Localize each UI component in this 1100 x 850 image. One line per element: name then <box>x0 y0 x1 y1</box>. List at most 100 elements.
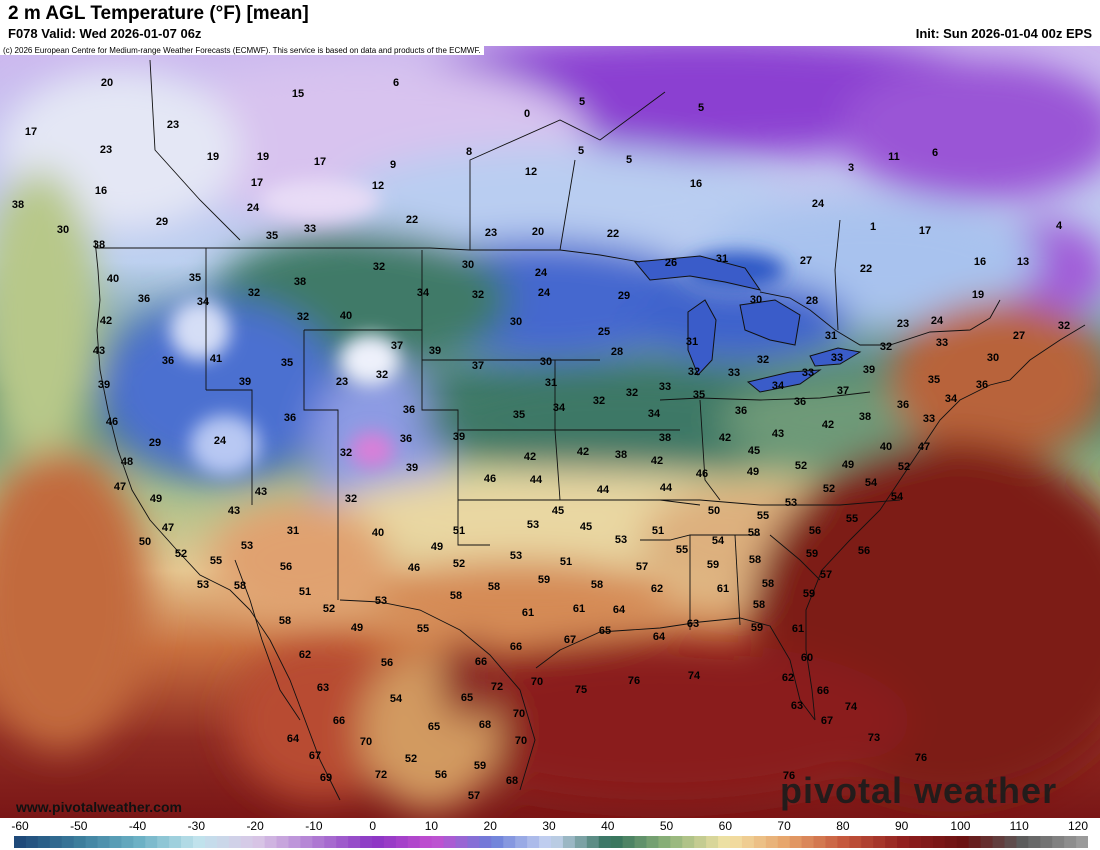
color-scale-cell <box>181 836 194 848</box>
color-scale-cell <box>539 836 552 848</box>
temperature-label: 35 <box>513 409 525 421</box>
temperature-label: 59 <box>707 559 719 571</box>
temperature-label: 40 <box>372 527 384 539</box>
color-scale-tick: 30 <box>542 819 556 833</box>
color-scale: -60 -50 -40 -30 -20 -10 0 10 20 30 40 50 60 70 80 90 100… <box>0 818 1100 850</box>
temperature-label: 54 <box>712 535 725 547</box>
temperature-label: 31 <box>825 330 837 342</box>
temperature-label: 32 <box>345 493 357 505</box>
color-scale-cell <box>431 836 445 848</box>
temperature-label: 39 <box>239 376 251 388</box>
color-scale-tick: -10 <box>305 819 323 833</box>
temperature-label: 29 <box>149 437 161 449</box>
color-scale-cell <box>956 836 970 848</box>
temperature-label: 40 <box>107 273 119 285</box>
temperature-label: 61 <box>717 583 729 595</box>
temperature-label: 23 <box>897 318 909 330</box>
color-scale-cell <box>455 836 469 848</box>
temperature-label: 42 <box>822 419 834 431</box>
temperature-label: 53 <box>241 540 253 552</box>
temperature-label: 62 <box>651 583 663 595</box>
temperature-label: 53 <box>785 497 797 509</box>
temperature-label: 63 <box>317 682 329 694</box>
temperature-label: 66 <box>817 685 829 697</box>
color-scale-ticks: -60 -50 -40 -30 -20 -10 0 10 20 30 40 50 60 70 80 90 100… <box>0 818 1100 834</box>
temperature-label: 58 <box>762 578 774 590</box>
temperature-label: 65 <box>599 625 611 637</box>
temperature-label: 47 <box>114 481 126 493</box>
great-lakes <box>634 255 862 393</box>
temperature-label: 70 <box>515 735 527 747</box>
temperature-label: 36 <box>284 412 296 424</box>
temperature-label: 24 <box>247 202 260 214</box>
temperature-label: 36 <box>897 399 909 411</box>
site-url[interactable]: www.pivotalweather.com <box>16 799 182 815</box>
color-scale-cell <box>861 836 874 848</box>
color-scale-tick: -20 <box>246 819 264 833</box>
color-scale-cell <box>348 836 361 848</box>
temperature-label: 58 <box>749 554 761 566</box>
temperature-label: 58 <box>450 590 462 602</box>
temperature-label: 46 <box>106 416 118 428</box>
color-scale-tick: 40 <box>601 819 615 833</box>
temperature-label: 32 <box>472 289 484 301</box>
color-scale-cell <box>193 836 206 848</box>
temperature-label: 36 <box>138 293 150 305</box>
temperature-label: 22 <box>860 263 872 275</box>
color-scale-tick: 110 <box>1009 819 1029 833</box>
temperature-label: 62 <box>299 649 311 661</box>
temperature-label: 56 <box>858 545 870 557</box>
temperature-label: 76 <box>628 675 640 687</box>
temperature-label: 42 <box>651 455 663 467</box>
color-scale-cell <box>491 836 504 848</box>
temperature-label: 76 <box>783 770 795 782</box>
temperature-label: 1 <box>870 221 876 233</box>
color-scale-cell <box>503 836 516 848</box>
color-scale-cell <box>551 836 564 848</box>
temperature-label: 67 <box>309 750 321 762</box>
temperature-label: 52 <box>795 460 807 472</box>
color-scale-cell <box>622 836 636 848</box>
temperature-label: 70 <box>531 676 543 688</box>
temperature-label: 64 <box>653 631 666 643</box>
temperature-label: 60 <box>801 652 813 664</box>
color-scale-cell <box>395 836 409 848</box>
color-scale-cell <box>909 836 922 848</box>
temperature-label: 69 <box>320 772 332 784</box>
color-scale-cell <box>479 836 492 848</box>
temperature-label: 49 <box>842 459 854 471</box>
temperature-label: 58 <box>234 580 246 592</box>
temperature-label: 30 <box>510 316 522 328</box>
temperature-label: 56 <box>435 769 447 781</box>
temperature-label: 45 <box>748 445 760 457</box>
temperature-label: 33 <box>728 367 740 379</box>
temperature-label: 8 <box>466 146 472 158</box>
color-scale-cell <box>741 836 755 848</box>
temperature-label: 43 <box>772 428 784 440</box>
color-scale-cell <box>288 836 301 848</box>
temperature-label: 59 <box>474 760 486 772</box>
color-scale-tick: -50 <box>70 819 88 833</box>
temperature-label: 58 <box>748 527 760 539</box>
color-scale-cell <box>204 836 218 848</box>
temperature-label: 59 <box>803 588 815 600</box>
color-scale-cell <box>1040 836 1053 848</box>
color-scale-cell <box>574 836 588 848</box>
temperature-label: 36 <box>400 433 412 445</box>
temperature-label: 68 <box>479 719 491 731</box>
temperature-label: 32 <box>373 261 385 273</box>
temperature-map[interactable]: 20 6 15 5 5 17 23 0 23 19 19 17 9 8 5 5 11 6 12 3 16 17 12 16 38… <box>0 46 1100 818</box>
temperature-label: 6 <box>932 147 938 159</box>
temperature-label: 32 <box>1058 320 1070 332</box>
temperature-label: 38 <box>659 432 671 444</box>
color-scale-cell <box>252 836 266 848</box>
temperature-label: 46 <box>696 468 708 480</box>
temperature-label: 32 <box>340 447 352 459</box>
temperature-label: 6 <box>393 77 399 89</box>
temperature-label: 66 <box>475 656 487 668</box>
temperature-label: 51 <box>299 586 311 598</box>
color-scale-cell <box>97 836 111 848</box>
temperature-label: 55 <box>417 623 429 635</box>
color-scale-cell <box>336 836 349 848</box>
